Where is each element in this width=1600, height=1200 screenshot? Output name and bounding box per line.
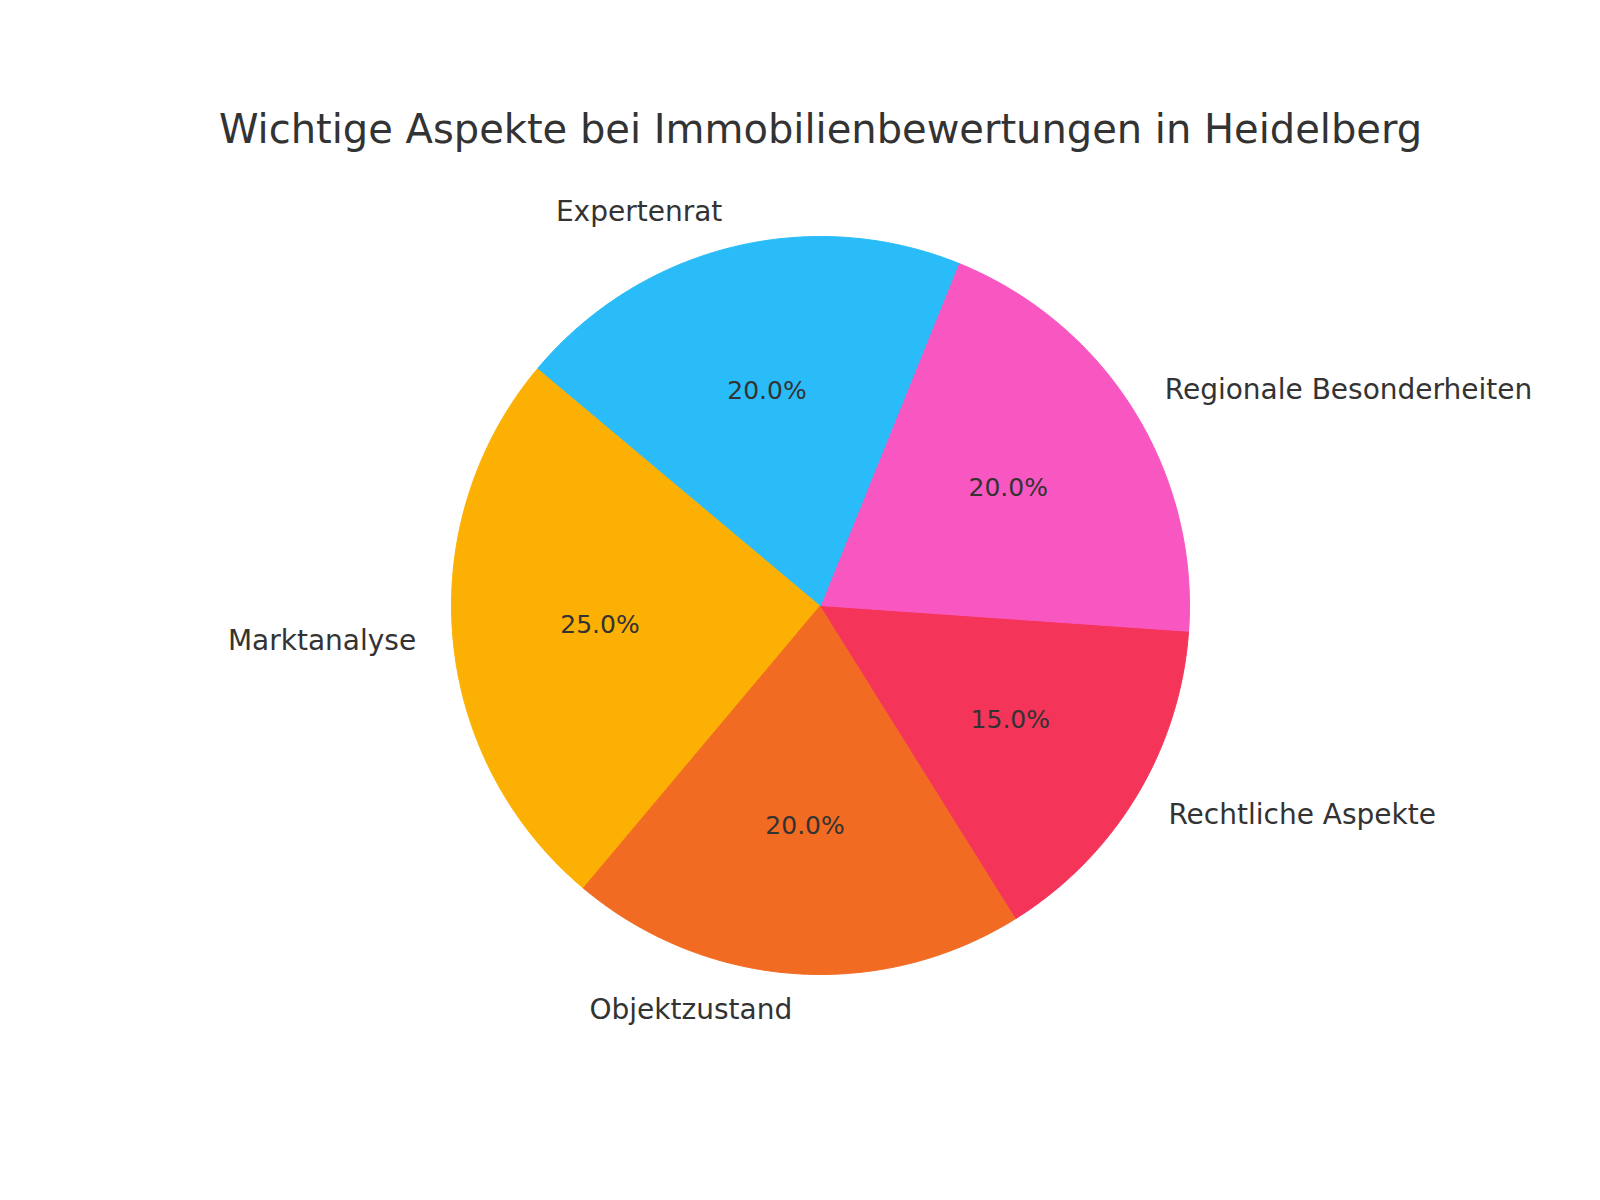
svg-text:Objektzustand: Objektzustand bbox=[589, 993, 792, 1026]
svg-text:20.0%: 20.0% bbox=[765, 811, 844, 840]
svg-text:20.0%: 20.0% bbox=[969, 473, 1048, 502]
svg-text:Rechtliche Aspekte: Rechtliche Aspekte bbox=[1168, 798, 1436, 831]
svg-text:25.0%: 25.0% bbox=[560, 610, 639, 639]
svg-text:Wichtige Aspekte bei Immobilie: Wichtige Aspekte bei Immobilienbewertung… bbox=[219, 106, 1422, 152]
svg-text:Regionale Besonderheiten: Regionale Besonderheiten bbox=[1165, 373, 1533, 406]
svg-text:Expertenrat: Expertenrat bbox=[556, 195, 722, 228]
svg-text:20.0%: 20.0% bbox=[727, 376, 806, 405]
svg-text:15.0%: 15.0% bbox=[971, 705, 1050, 734]
svg-text:Marktanalyse: Marktanalyse bbox=[228, 624, 416, 657]
